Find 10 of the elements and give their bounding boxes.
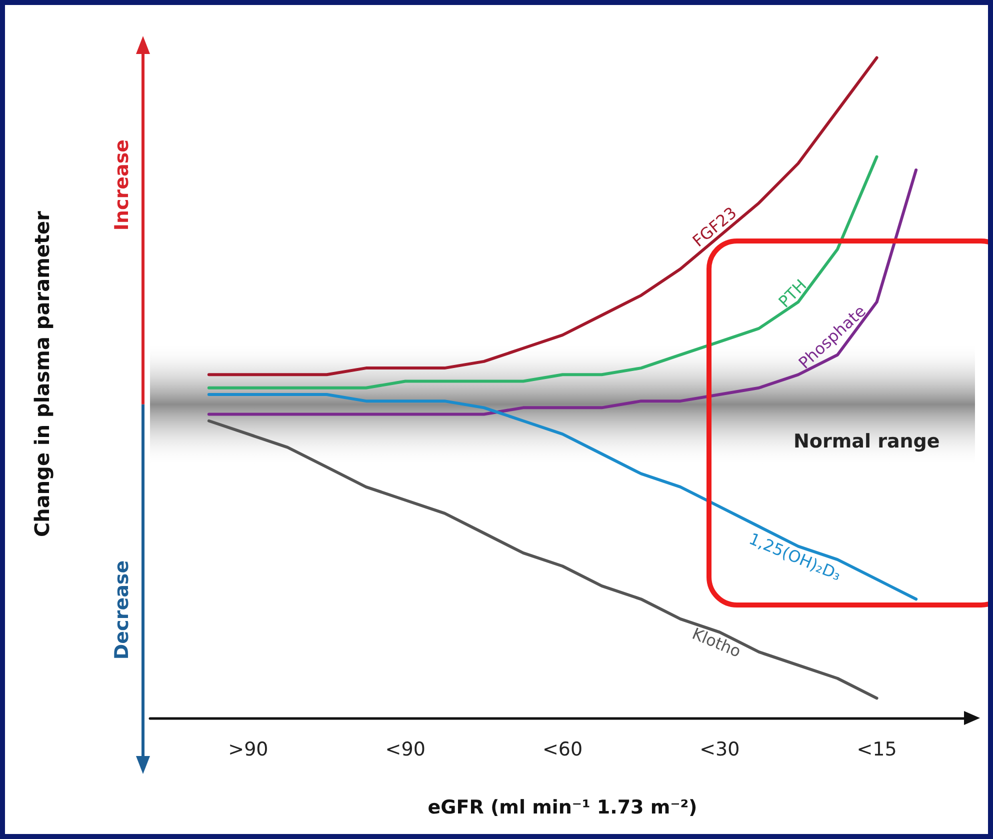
text: Increase	[111, 139, 133, 231]
x-axis-title: eGFR (ml min⁻¹ 1.73 m⁻²)	[428, 796, 698, 818]
x-tick-label: <30	[700, 738, 740, 760]
x-tick-label: <90	[385, 738, 426, 760]
text: Decrease	[111, 560, 133, 660]
y-axis-title: Change in plasma parameter	[30, 210, 54, 537]
x-tick-label: >90	[228, 738, 268, 760]
band-label: Normal range	[794, 430, 940, 452]
x-tick-label: <60	[542, 738, 583, 760]
x-tick-label: <15	[856, 738, 897, 760]
